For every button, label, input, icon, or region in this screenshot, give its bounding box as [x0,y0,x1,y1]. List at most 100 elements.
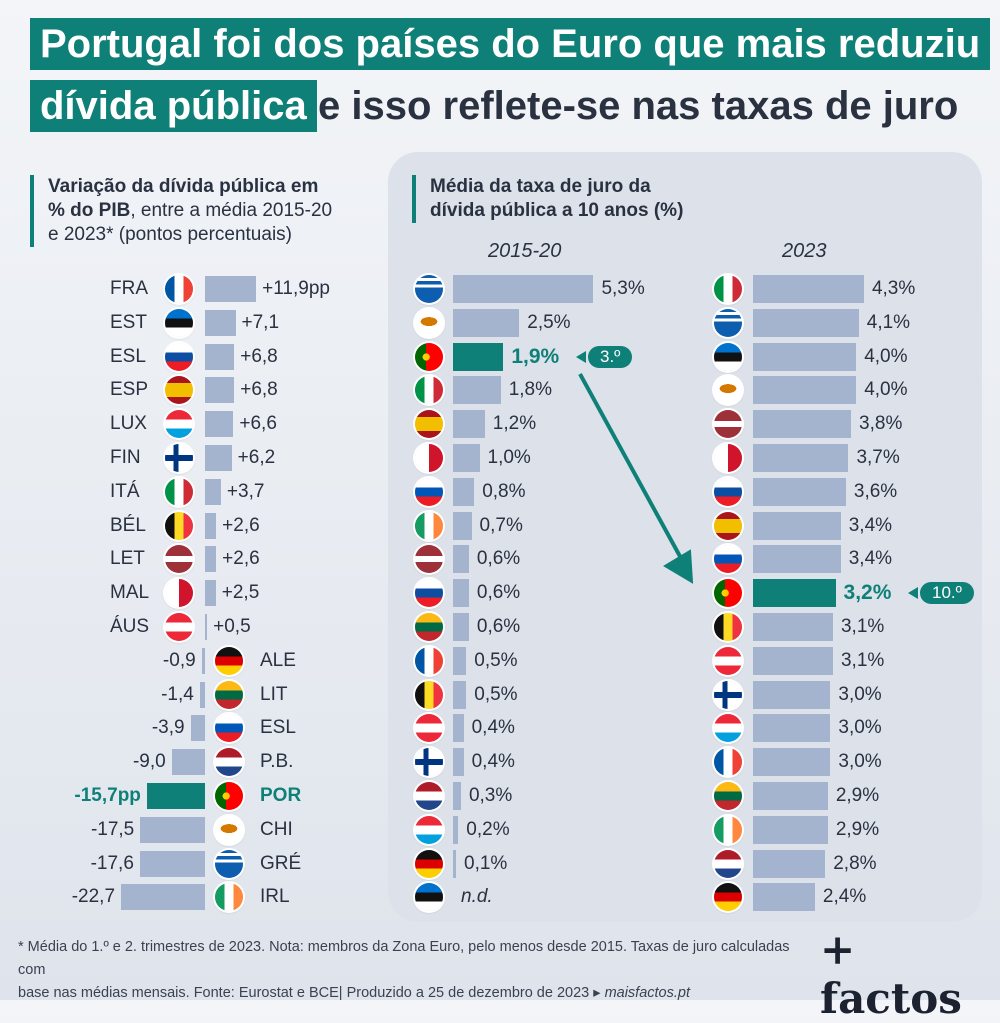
flag-nl-icon [215,748,243,777]
debt-value-6: +3,7 [226,480,265,502]
rate-value-2015-20-17: 0,1% [464,852,508,874]
rate-bar-2023-14 [753,748,831,777]
rate-bar-2015-20-13 [453,714,464,743]
debt-bar-16 [140,816,205,843]
flag-gr-icon [415,275,443,303]
footer-line2: base nas médias mensais. Fonte: Eurostat… [18,982,808,1005]
rate-bar-2023-10 [753,613,833,641]
rate-bar-2023-17 [753,849,826,878]
debt-bar-12 [199,681,205,708]
rank-badge-2023: 10.º [908,582,974,605]
flag-pt-icon [714,579,742,608]
flag-sk-icon [165,342,193,371]
debt-bar-9 [205,580,216,607]
debt-bar-11 [201,647,205,674]
rate-bar-2015-20-17 [453,849,456,878]
flag-fi-icon [415,748,443,777]
debt-change-subtitle: Variação da dívida pública em % do PIB, … [30,175,378,247]
debt-value-2: +6,8 [240,345,278,367]
rate-bar-2023-16 [753,815,828,844]
rate-bar-2023-9 [753,579,836,608]
flag-mt-icon [165,579,193,608]
flag-ie-icon [714,815,742,844]
row-code-7: BÉL [110,514,146,536]
debt-value-4: +6,6 [239,413,277,435]
rate-value-2015-20-3: 1,8% [508,379,552,401]
debt-bar-18 [121,884,205,911]
rate-value-2015-20-7: 0,7% [479,514,523,536]
rate-subtitle-line1: Média da taxa de juro da [430,176,651,197]
flag-si-icon [714,545,742,574]
row-code-16: CHI [260,818,293,840]
debt-value-9: +2,5 [221,582,260,604]
rate-value-2023-12: 3,0% [838,683,882,705]
rate-value-2023-15: 2,9% [835,785,880,806]
flag-de-icon [415,849,443,878]
rate-bar-2023-12 [753,680,831,709]
flag-lt-icon [415,613,443,641]
rate-value-2023-1: 4,1% [866,311,911,333]
debt-value-8: +2,6 [222,548,260,570]
rate-value-2023-18: 2,4% [822,886,867,908]
subtitle-bold-2: % do PIB [48,200,131,221]
flag-de-icon [215,646,243,675]
rate-value-2023-4: 3,8% [859,413,903,435]
rate-value-2015-20-10: 0,6% [476,616,521,637]
rate-value-2023-17: 2,8% [833,852,877,874]
rate-bar-2015-20-9 [453,579,469,608]
flag-cy-icon [415,308,443,337]
flag-fr-icon [415,646,443,675]
debt-value-10: +0,5 [213,616,251,637]
flag-pt-icon [215,782,243,810]
debt-bar-3 [205,377,235,404]
debt-bar-2 [205,343,235,370]
rate-value-2023-11: 3,1% [840,649,885,671]
flag-lu-icon [714,714,742,743]
debt-bar-15 [146,783,205,809]
interest-rate-subtitle: Média da taxa de juro da dívida pública … [412,175,750,223]
rate-value-2023-6: 3,6% [853,480,898,502]
flag-it-icon [714,275,742,303]
flag-be-icon [165,511,193,540]
row-code-3: ESP [110,379,149,401]
debt-value-11: -0,9 [162,649,196,671]
subtitle-bold-1: Variação da dívida pública em [48,176,319,197]
rate-bar-2015-20-15 [453,782,461,810]
rate-value-2015-20-4: 1,2% [492,413,537,435]
rate-bar-2015-20-14 [453,748,464,777]
rate-value-2015-20-12: 0,5% [474,683,518,705]
flag-fr-icon [165,275,193,303]
debt-bar-13 [190,715,205,742]
debt-value-5: +6,2 [237,447,276,468]
flag-ie-icon [215,883,243,912]
flag-nl-icon [415,782,443,810]
rate-value-2015-20-9: 0,6% [476,582,521,604]
rate-bar-2015-20-11 [453,646,467,675]
flag-be-icon [415,680,443,709]
flag-cy-icon [215,815,243,844]
flag-sk-icon [714,477,742,506]
rate-bar-2015-20-10 [453,613,469,641]
row-code-14: P.B. [260,751,294,773]
row-code-15: POR [260,785,302,806]
rate-bar-2023-5 [753,444,849,472]
flag-at-icon [714,646,742,675]
row-code-4: LUX [110,413,147,435]
footer-source: base nas médias mensais. Fonte: Eurostat… [18,985,601,1001]
debt-value-14: -9,0 [132,751,166,773]
debt-bar-10 [205,614,208,640]
debt-bar-7 [205,512,217,539]
debt-bar-14 [171,749,205,776]
rate-value-2023-0: 4,3% [871,278,916,299]
row-code-1: EST [110,311,147,333]
footer-site[interactable]: maisfactos.pt [604,985,690,1001]
rate-bar-2015-20-8 [453,545,469,574]
rate-value-2023-13: 3,0% [838,717,882,739]
row-code-12: LIT [260,683,288,705]
flag-ee-icon [415,883,443,912]
row-code-0: FRA [110,278,148,299]
flag-lu-icon [415,815,443,844]
debt-bar-6 [205,478,221,505]
flag-ee-icon [714,342,742,371]
flag-fr-icon [714,748,742,777]
